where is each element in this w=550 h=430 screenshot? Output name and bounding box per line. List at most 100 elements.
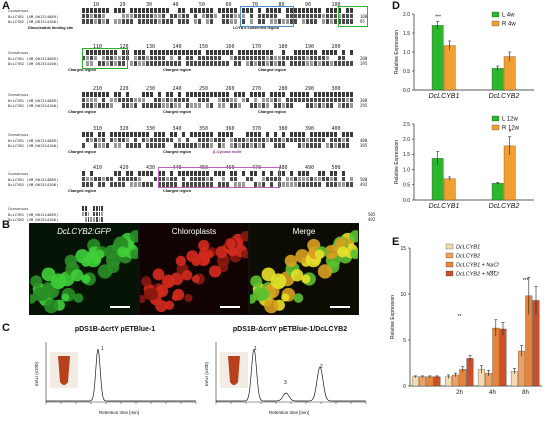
chlorophyll-signal	[241, 249, 248, 259]
row-end-number: 195	[360, 61, 368, 66]
gfp-chloroplast	[104, 244, 119, 260]
ruler-number: 360	[225, 126, 235, 132]
alignment-sequence	[82, 19, 354, 24]
gfp-chloroplast	[115, 237, 127, 250]
ruler-number: 90	[305, 2, 312, 8]
alignment-annotation: Charged region	[68, 68, 97, 72]
alignment-row-label: DcLCYB1 (XM_001314089)	[8, 55, 59, 61]
ruler-number: 260	[225, 86, 235, 92]
alignment-row-label: DcLCYB1 (XM_001314089)	[8, 137, 59, 143]
alignment-annotation: Charged region	[258, 68, 287, 72]
chloroplast-title: Chloroplasts	[171, 227, 217, 236]
significance-marker: ***	[435, 15, 441, 21]
alignment-sequence	[82, 206, 104, 211]
alignment-sequence	[82, 217, 104, 222]
ruler-number: 140	[172, 44, 182, 50]
chlorophyll-signal	[140, 295, 146, 304]
category-label: DcLCYB2	[489, 203, 520, 210]
ruler-number: 290	[305, 86, 315, 92]
chlorophyll-signal	[191, 275, 200, 283]
ruler-number: 420	[119, 165, 129, 171]
merged-signal	[256, 288, 270, 301]
category-label: DcLCYB1	[429, 93, 460, 100]
alignment-sequence	[82, 92, 354, 97]
y-axis-label: Relative Expression	[394, 30, 400, 74]
merged-signal	[350, 249, 358, 260]
row-end-number: 505	[368, 211, 376, 217]
gfp-title: DcLCYB2:GFP	[57, 227, 111, 236]
row-end-number: 395	[360, 143, 368, 148]
ruler-number: 430	[146, 165, 156, 171]
ruler-number: 250	[199, 86, 209, 92]
merged-signal	[317, 264, 333, 279]
merged-signal	[270, 273, 287, 290]
culture-tube	[58, 356, 70, 385]
alignment-annotation: Charged region	[68, 189, 97, 193]
merged-signal	[281, 293, 290, 302]
ruler-number: 80	[278, 2, 285, 8]
alignment-row-label: Consensus	[8, 171, 29, 176]
legend-swatch	[491, 115, 500, 122]
panel-c-letter: C	[2, 322, 10, 334]
y-tick-label: 1.0	[403, 50, 410, 56]
alignment-row-label: Consensus	[8, 92, 29, 97]
alignment-row-label: DcLCYB1 (XM_001314089)	[8, 97, 59, 103]
ruler-number: 470	[252, 165, 262, 171]
alignment-row-label: DcLCYB2 (XM_001314100)	[8, 103, 59, 108]
ruler-number: 340	[172, 126, 182, 132]
chlorophyll-signal	[226, 238, 236, 249]
y-tick-label: 0.0	[403, 88, 410, 94]
x-axis-label: Retention time [min]	[99, 410, 139, 415]
merged-signal	[314, 249, 325, 260]
beta-cyclase-motif-box	[158, 167, 280, 188]
chlorophyll-signal	[171, 294, 179, 301]
bar	[411, 376, 419, 387]
ruler-number: 240	[172, 86, 182, 92]
chlorophyll-signal	[175, 255, 187, 267]
y-tick-label: 10	[400, 292, 406, 298]
chlorophyll-signal	[181, 270, 193, 281]
merged-signal	[349, 230, 358, 243]
alignment-sequence	[82, 55, 354, 61]
significance-marker: ***	[490, 271, 496, 277]
ruler-number: 100	[331, 2, 341, 8]
bar	[443, 45, 456, 91]
legend-label: L 4w	[502, 13, 515, 19]
ruler-number: 270	[252, 86, 262, 92]
ruler-number: 170	[252, 44, 262, 50]
ruler-number: 220	[119, 86, 129, 92]
ruler-number: 490	[305, 165, 315, 171]
chromatogram-left: 1 mAU (x100) Retention time [min]	[34, 342, 197, 415]
chart-d-12-weeks: 0.0 0.5 1.0 1.5 2.0 2.5 Relative Expression DcL…	[394, 115, 534, 210]
merged-signal	[335, 237, 347, 250]
ruler-number: 370	[252, 126, 262, 132]
ruler-number: 460	[225, 165, 235, 171]
bar	[431, 25, 444, 91]
ruler-number: 120	[119, 44, 129, 50]
x-axis-label: Retention time [min]	[269, 410, 309, 415]
bar	[433, 376, 441, 387]
ruler-number: 280	[278, 86, 288, 92]
bar	[491, 68, 504, 91]
alignment-row-label: DcLCYB1 (XM_001314089)	[8, 211, 59, 217]
alignment-sequence	[82, 61, 354, 66]
alignment-sequence	[82, 13, 354, 19]
bar	[492, 327, 500, 387]
gfp-chloroplast	[64, 254, 77, 268]
chlorophyll-signal	[152, 268, 165, 281]
legend-swatch	[491, 11, 500, 18]
ruler-number: 330	[146, 126, 156, 132]
category-label: 8h	[522, 390, 529, 396]
alignment-annotation: Charged region	[258, 110, 287, 114]
gfp-image: DcLCYB2:GFP	[29, 223, 139, 315]
chlorophyll-signal	[155, 300, 168, 313]
alignment-annotation: Charged region	[163, 150, 192, 154]
significance-marker: *	[509, 130, 512, 136]
peak-label: 1	[254, 346, 257, 352]
ruler-number: 10	[93, 2, 100, 8]
gfp-chloroplast	[94, 249, 105, 260]
merged-signal	[301, 274, 311, 284]
chlorophyll-signal	[215, 246, 228, 259]
chart-d-4-weeks: 0.0 0.5 1.0 1.5 2.0 Relative Expression DcLCYB…	[394, 11, 534, 100]
alignment-sequence	[82, 132, 354, 137]
